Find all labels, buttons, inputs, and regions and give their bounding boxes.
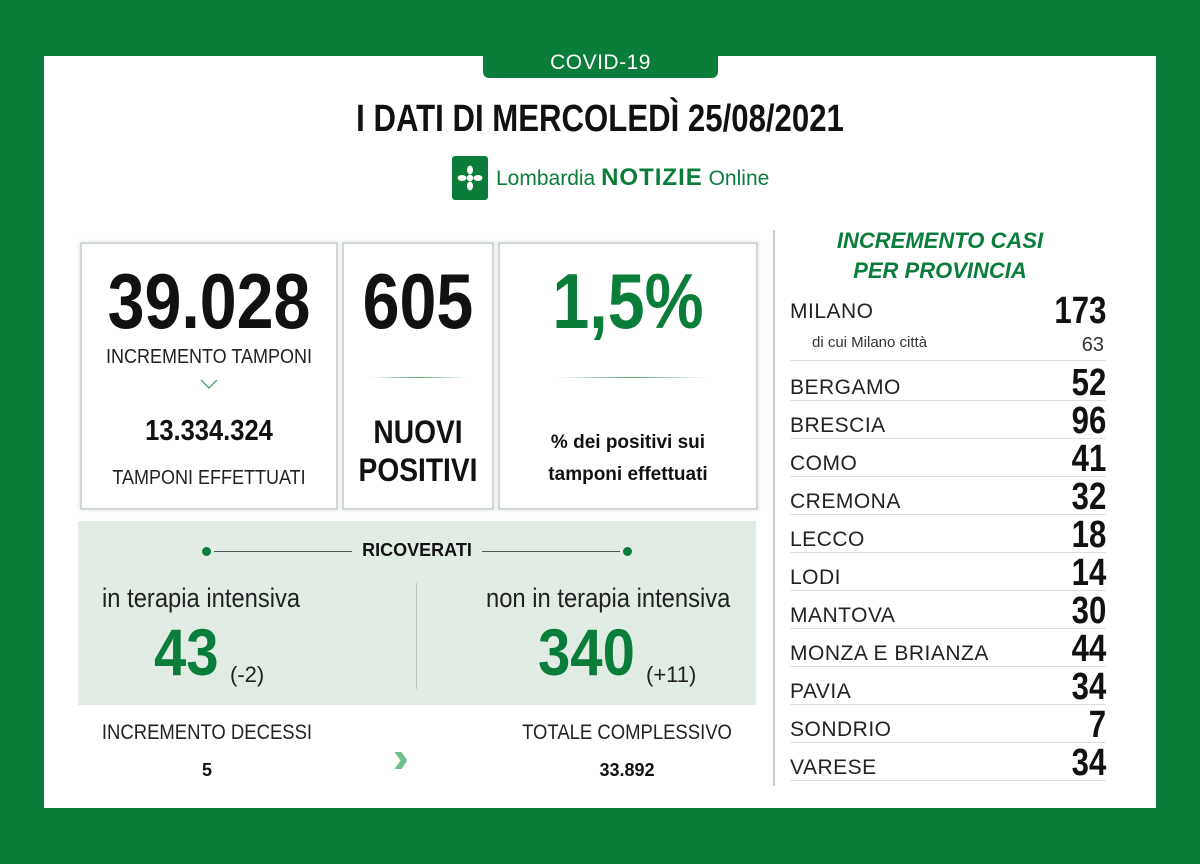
province-row: BERGAMO 52	[790, 362, 1106, 404]
milano-city-value: 63	[1081, 334, 1104, 356]
ricoverati-divider	[416, 583, 417, 689]
non-intensiva-value: 340	[538, 615, 635, 689]
province-row: COMO 41	[790, 438, 1106, 480]
tamponi-total: 13.334.324	[145, 415, 273, 447]
province-name: SONDRIO	[790, 718, 892, 741]
province-name: MANTOVA	[790, 604, 896, 627]
percentuale-box: 1,5% % dei positivi sui tamponi effettua…	[498, 242, 758, 510]
province-name: MILANO	[790, 300, 874, 323]
decessi-total-label: TOTALE COMPLESSIVO	[522, 721, 732, 744]
milano-city-label: di cui Milano città	[812, 334, 928, 351]
decessi-increment-value: 5	[201, 760, 212, 780]
province-row: MILANO 173	[790, 290, 1106, 361]
logo-prefix: Lombardia	[496, 167, 596, 190]
province-name: COMO	[790, 452, 858, 475]
province-value: 18	[1071, 514, 1106, 556]
ricoverati-dot-left	[202, 547, 211, 556]
decessi-total-value: 33.892	[599, 760, 655, 780]
page-title: I DATI DI MERCOLEDÌ 25/08/2021	[356, 98, 844, 140]
province-row: LODI 14	[790, 552, 1106, 594]
province-value: 14	[1071, 552, 1106, 594]
province-name: VARESE	[790, 756, 877, 779]
positivi-label-1: NUOVI	[373, 414, 463, 450]
region-tag: COVID-19 LOMBARDIA	[483, 48, 718, 104]
province-value: 96	[1071, 400, 1106, 442]
province-value: 34	[1071, 742, 1106, 784]
province-name: CREMONA	[790, 490, 901, 513]
ricoverati-dot-right	[623, 547, 632, 556]
ricoverati-panel	[78, 521, 756, 705]
logo-text: Lombardia NOTIZIE Online	[496, 164, 769, 192]
tamponi-increment-label: INCREMENTO TAMPONI	[105, 346, 313, 368]
province-value: 52	[1071, 362, 1106, 404]
ricoverati-title: RICOVERATI	[362, 540, 472, 560]
tamponi-total-label: TAMPONI EFFETTUATI	[112, 467, 306, 489]
non-intensiva-label: non in terapia intensiva	[486, 583, 731, 613]
province-row: SONDRIO 7	[790, 704, 1106, 746]
percentuale-value: 1,5%	[552, 257, 704, 345]
positivi-divider	[370, 377, 466, 378]
chevrons-right-icon: ›››	[393, 733, 409, 782]
province-row: LECCO 18	[790, 514, 1106, 556]
province-row: CREMONA 32	[790, 476, 1106, 518]
percentuale-divider	[556, 377, 706, 378]
province-row: MANTOVA 30	[790, 590, 1106, 632]
province-name: PAVIA	[790, 680, 852, 703]
logo-suffix: Online	[708, 167, 770, 190]
lombardia-rose-icon	[452, 156, 488, 200]
province-title-line-2: PER PROVINCIA	[853, 258, 1027, 283]
province-value: 34	[1071, 666, 1106, 708]
province-value: 41	[1071, 438, 1106, 480]
non-intensiva-delta: (+11)	[646, 662, 697, 687]
province-value: 173	[1054, 290, 1106, 332]
province-title: INCREMENTO CASI PER PROVINCIA	[790, 226, 1090, 286]
percentuale-label-1: % dei positivi sui	[550, 432, 706, 453]
province-name: LECCO	[790, 528, 865, 551]
ricoverati-line-right	[482, 551, 620, 552]
province-value: 30	[1071, 590, 1106, 632]
positivi-label-2: POSITIVI	[358, 452, 478, 488]
intensiva-value: 43	[154, 615, 219, 689]
decessi-increment-label: INCREMENTO DECESSI	[101, 721, 313, 744]
province-row: BRESCIA 96	[790, 400, 1106, 442]
positivi-value: 605	[362, 257, 474, 345]
chevron-down-icon	[199, 377, 219, 395]
province-row: PAVIA 34	[790, 666, 1106, 708]
intensiva-label: in terapia intensiva	[102, 583, 301, 613]
positivi-box: 605 NUOVI POSITIVI	[342, 242, 494, 510]
milano-city-row: di cui Milano città 63	[812, 334, 1104, 357]
province-row: MONZA E BRIANZA 44	[790, 628, 1106, 670]
ricoverati-line-left	[214, 551, 352, 552]
province-value: 32	[1071, 476, 1106, 518]
province-name: BRESCIA	[790, 414, 886, 437]
province-title-line-1: INCREMENTO CASI	[836, 228, 1044, 253]
intensiva-delta: (-2)	[230, 662, 265, 687]
province-divider	[773, 230, 775, 786]
tamponi-increment: 39.028	[107, 257, 311, 345]
province-name: MONZA E BRIANZA	[790, 642, 989, 665]
brand-logo: Lombardia NOTIZIE Online	[452, 156, 769, 200]
province-row: VARESE 34	[790, 742, 1106, 784]
province-name: LODI	[790, 566, 842, 589]
tamponi-box: 39.028 INCREMENTO TAMPONI 13.334.324 TAM…	[80, 242, 338, 510]
province-value: 44	[1071, 628, 1106, 670]
province-name: BERGAMO	[790, 376, 901, 399]
logo-bold: NOTIZIE	[601, 164, 703, 191]
percentuale-label-2: tamponi effettuati	[548, 464, 708, 485]
province-value: 7	[1088, 704, 1106, 746]
